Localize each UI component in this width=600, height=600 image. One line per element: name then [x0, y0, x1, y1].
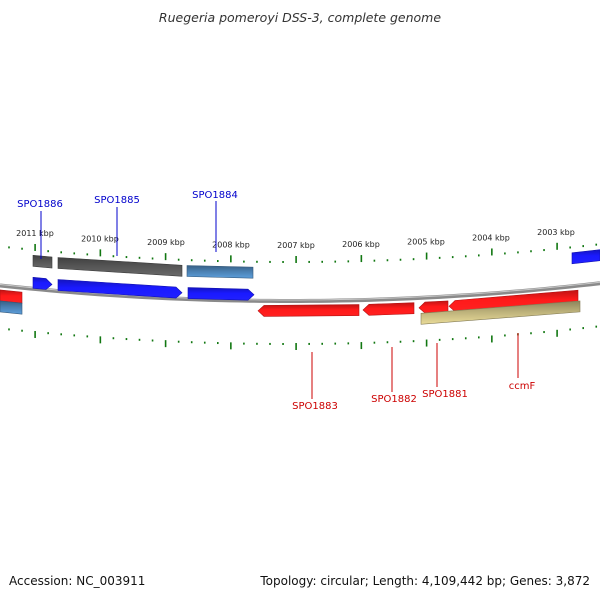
gene-feature[interactable]	[0, 300, 23, 315]
gene-label-spo1884[interactable]: SPO1884	[192, 190, 238, 201]
gene-feature[interactable]	[32, 254, 53, 269]
kbp-tick-label: 2008 kbp	[212, 240, 250, 249]
gene-feature[interactable]	[420, 300, 581, 325]
gene-feature[interactable]	[187, 287, 255, 301]
gene-label-spo1885[interactable]: SPO1885	[94, 195, 140, 206]
gene-feature[interactable]	[57, 257, 183, 277]
gene-feature[interactable]	[57, 279, 183, 299]
kbp-tick-label: 2003 kbp	[537, 228, 575, 237]
gene-label-spo1886[interactable]: SPO1886	[17, 199, 63, 210]
scale-ticks: 2011 kbp 2010 kbp 2009 kbp 2008 kbp 2007 kbp…	[8, 228, 598, 350]
gene-feature[interactable]	[32, 276, 53, 290]
kbp-tick-label: 2010 kbp	[81, 234, 119, 243]
accession-text: Accession: NC_003911	[9, 574, 145, 588]
backbone-line	[0, 281, 600, 304]
gene-features	[0, 249, 600, 325]
map-title: Ruegeria pomeroyi DSS-3, complete genome	[159, 10, 441, 25]
gene-label-spo1881[interactable]: SPO1881	[422, 389, 468, 400]
kbp-tick-label: 2006 kbp	[342, 240, 380, 249]
gene-labels: SPO1886 SPO1885 SPO1884 SPO1883 SPO1882 SPO18…	[17, 190, 535, 412]
gene-feature[interactable]	[418, 300, 449, 314]
kbp-tick-label: 2005 kbp	[407, 238, 445, 247]
gene-label-spo1883[interactable]: SPO1883	[292, 401, 338, 412]
gene-label-spo1882[interactable]: SPO1882	[371, 394, 417, 405]
gene-label-ccmf[interactable]: ccmF	[509, 381, 536, 392]
gene-feature[interactable]	[186, 265, 254, 279]
kbp-tick-label: 2004 kbp	[472, 234, 510, 243]
gene-feature[interactable]	[571, 249, 600, 265]
topology-text: Topology: circular; Length: 4,109,442 bp…	[259, 574, 590, 588]
kbp-tick-label: 2011 kbp	[16, 229, 54, 238]
gene-feature[interactable]	[362, 302, 415, 316]
gene-feature[interactable]	[257, 304, 360, 317]
kbp-tick-label: 2007 kbp	[277, 241, 315, 250]
kbp-tick-label: 2009 kbp	[147, 238, 185, 247]
